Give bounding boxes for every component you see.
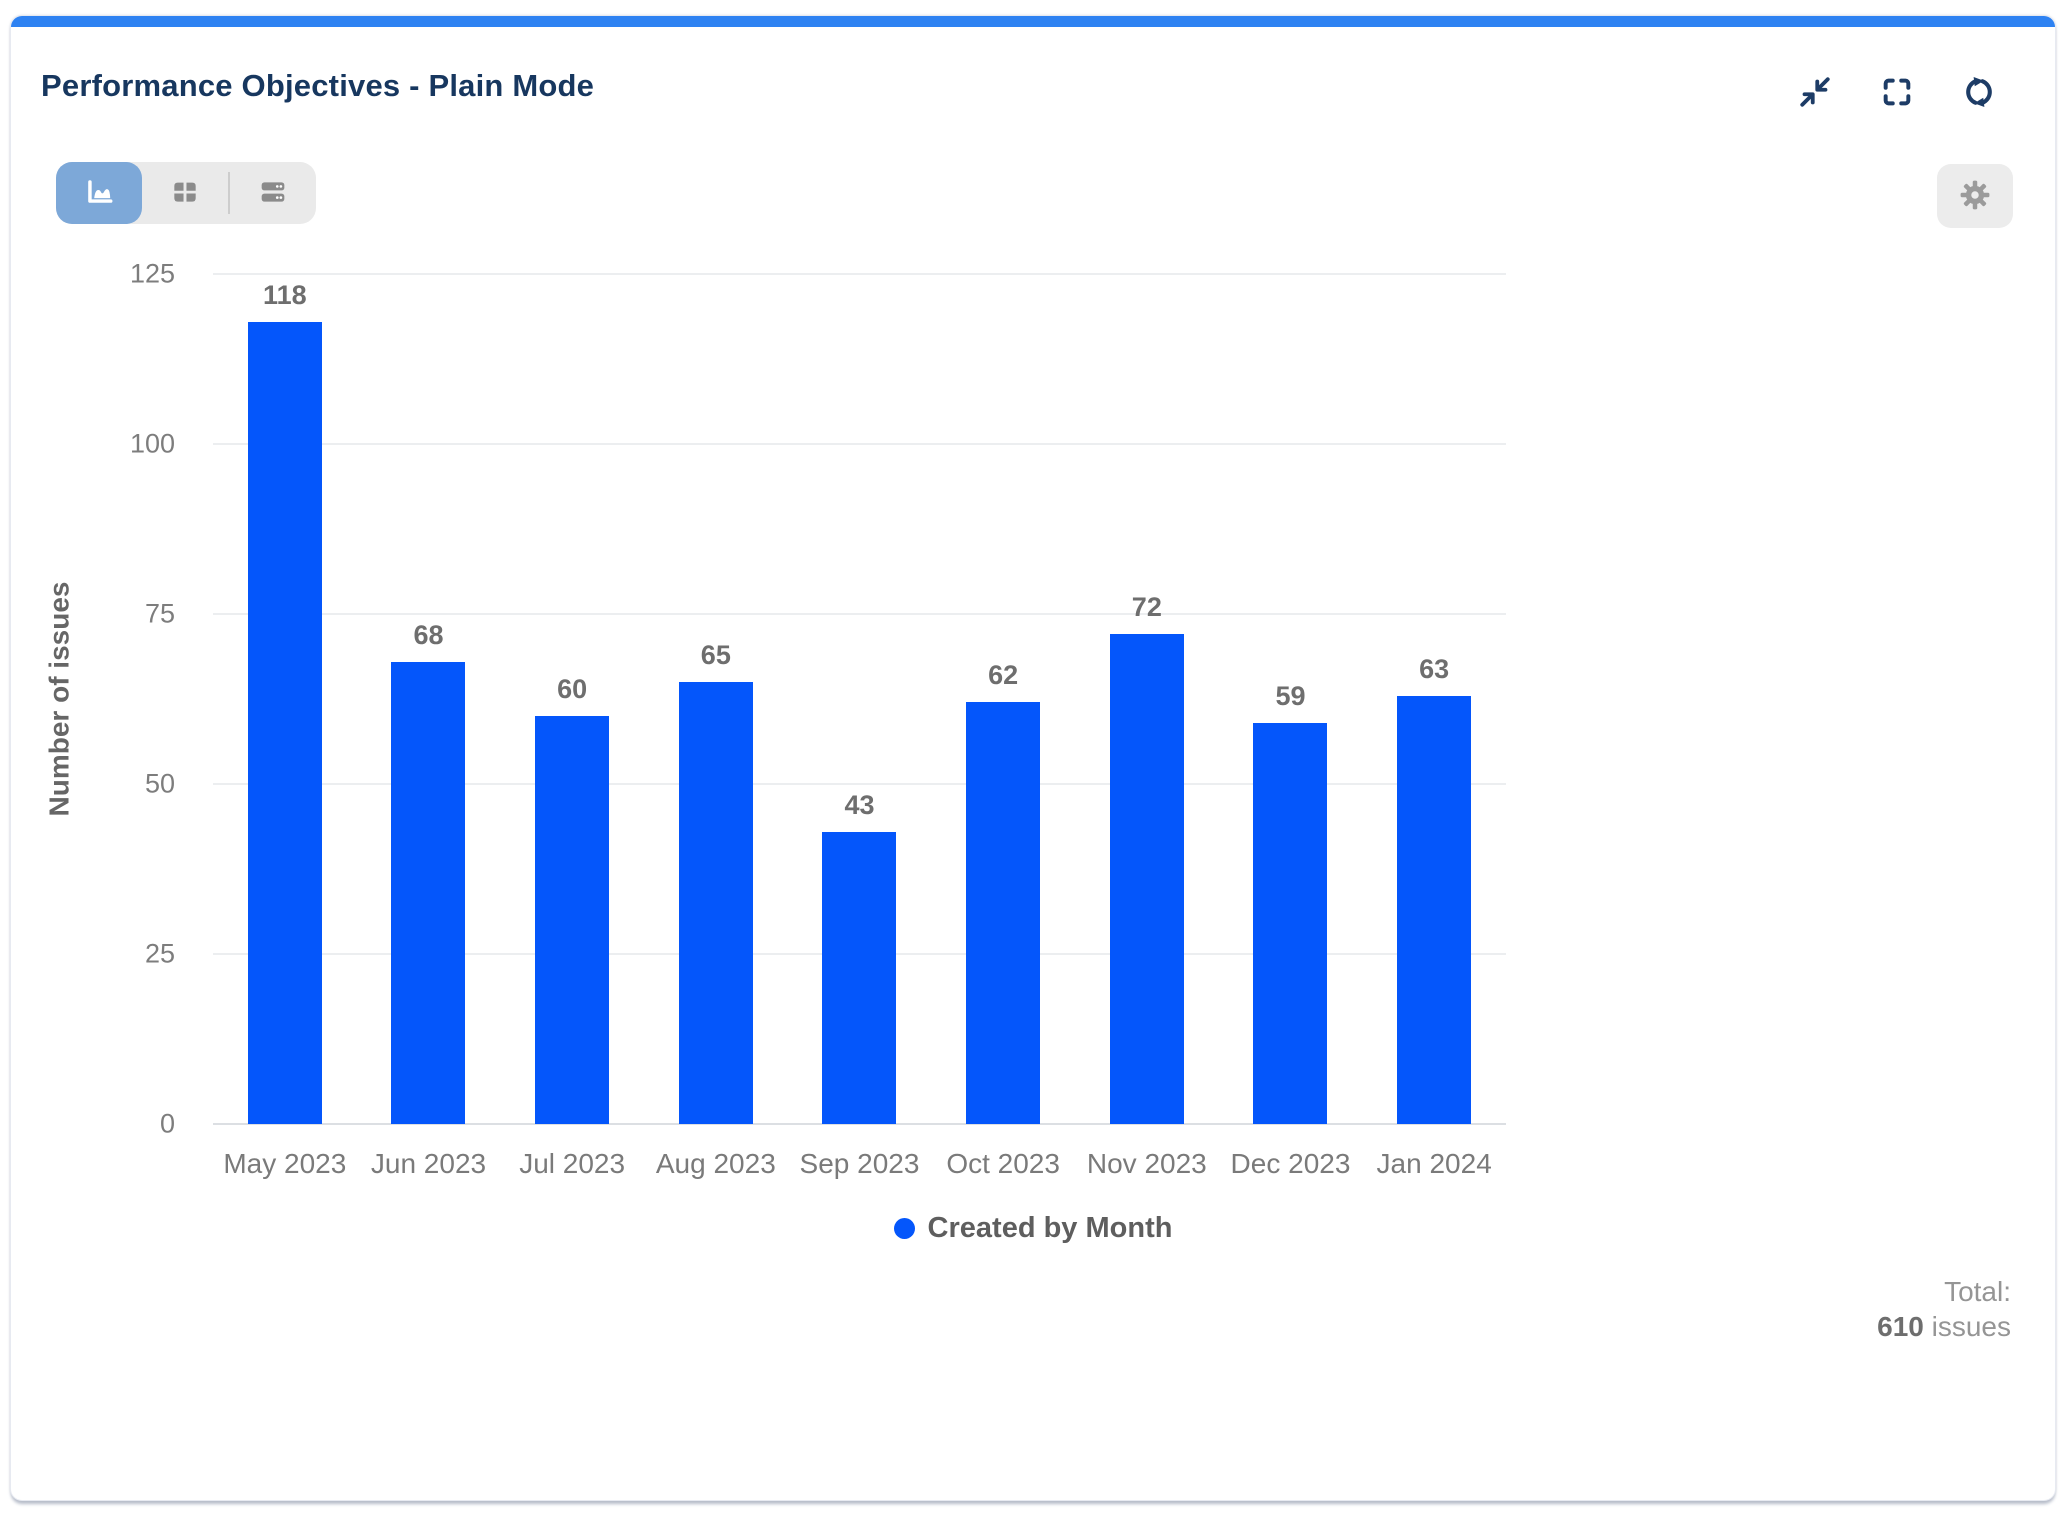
gridline	[213, 613, 1506, 615]
gadget-card: Performance Objectives - Plain Mode	[10, 15, 2056, 1501]
gridline	[213, 273, 1506, 275]
y-axis-label-wrap: Number of issues	[37, 274, 81, 1124]
total-label: Total:	[1944, 1276, 2011, 1307]
bar-value-label: 118	[263, 279, 307, 310]
bar-value-label: 62	[988, 660, 1019, 691]
y-tick-label: 125	[129, 258, 175, 289]
collapse-icon	[1798, 75, 1832, 109]
bar-slot: 65	[644, 274, 788, 1124]
bar-value-label: 63	[1419, 653, 1450, 684]
x-tick-label: Aug 2023	[655, 1148, 776, 1179]
refresh-button[interactable]	[1961, 74, 1997, 110]
bar-value-label: 59	[1275, 680, 1306, 711]
bar-value-label: 72	[1131, 592, 1162, 623]
bar-slot: 60	[500, 274, 644, 1124]
area-chart-icon	[83, 176, 115, 211]
total-line: 610 issues	[1877, 1309, 2011, 1344]
table-grid-icon	[169, 176, 201, 211]
x-tick-label: Oct 2023	[946, 1148, 1060, 1179]
y-axis-label: Number of issues	[43, 581, 75, 817]
chart-legend[interactable]: Created by Month	[11, 1212, 2055, 1245]
y-tick-label: 100	[129, 428, 175, 459]
bar-value-label: 68	[413, 619, 444, 650]
bar[interactable]	[966, 702, 1041, 1124]
x-tick-label: Jun 2023	[370, 1148, 487, 1179]
bar-slot: 118	[213, 274, 357, 1124]
chart-view-button[interactable]	[56, 162, 142, 224]
bar-slot: 43	[788, 274, 932, 1124]
bar[interactable]	[822, 831, 897, 1124]
rows-icon	[257, 176, 289, 211]
bar-value-label: 65	[700, 640, 731, 670]
header-actions	[1797, 74, 1997, 110]
gridline	[213, 443, 1506, 445]
bar-value-label: 60	[557, 674, 588, 704]
gridline	[213, 783, 1506, 785]
total-summary: Total: 610 issues	[1877, 1274, 2011, 1344]
bar[interactable]	[247, 321, 322, 1124]
page-title: Performance Objectives - Plain Mode	[41, 68, 595, 103]
y-tick-label: 50	[144, 768, 175, 799]
x-tick-label: Jan 2024	[1376, 1148, 1492, 1179]
bar-slot: 59	[1219, 274, 1363, 1124]
legend-label: Created by Month	[927, 1212, 1173, 1244]
x-tick-label: Jul 2023	[519, 1148, 626, 1179]
card-accent-bar	[11, 16, 2055, 27]
x-tick-label: Sep 2023	[799, 1148, 920, 1179]
y-tick-label: 75	[144, 598, 175, 629]
fullscreen-icon	[1880, 75, 1914, 109]
bar-slot: 68	[357, 274, 501, 1124]
toolbar-divider	[228, 172, 230, 214]
refresh-icon	[1962, 75, 1996, 109]
bar[interactable]	[535, 716, 610, 1124]
list-view-button[interactable]	[230, 162, 316, 224]
gear-icon	[1957, 177, 1993, 216]
table-view-button[interactable]	[142, 162, 228, 224]
bar[interactable]	[391, 661, 466, 1124]
y-tick-label: 25	[144, 938, 175, 969]
bar-value-label: 43	[844, 789, 875, 820]
legend-dot-icon	[893, 1218, 915, 1239]
collapse-button[interactable]	[1797, 74, 1833, 110]
bar[interactable]	[678, 682, 753, 1124]
y-tick-label: 0	[159, 1108, 175, 1139]
gridline	[213, 1123, 1506, 1125]
bar-slot: 72	[1075, 274, 1219, 1124]
total-unit-text: issues	[1931, 1311, 2011, 1342]
view-toggle-group	[56, 162, 316, 224]
bar-slot: 63	[1362, 274, 1506, 1124]
fullscreen-button[interactable]	[1879, 74, 1915, 110]
bar[interactable]	[1109, 634, 1184, 1124]
settings-button[interactable]	[1937, 164, 2013, 228]
plot-area: 0 25 50 75 100 125 118 May 2023 68 Jun 2023 60 Jul …	[130, 259, 1506, 1179]
x-tick-label: May 2023	[223, 1148, 347, 1179]
x-tick-label: Dec 2023	[1230, 1148, 1351, 1179]
x-tick-label: Nov 2023	[1086, 1148, 1207, 1179]
bar[interactable]	[1253, 722, 1328, 1124]
total-value: 610	[1877, 1311, 1924, 1342]
bar[interactable]	[1397, 695, 1472, 1124]
bar-slot: 62	[931, 274, 1075, 1124]
